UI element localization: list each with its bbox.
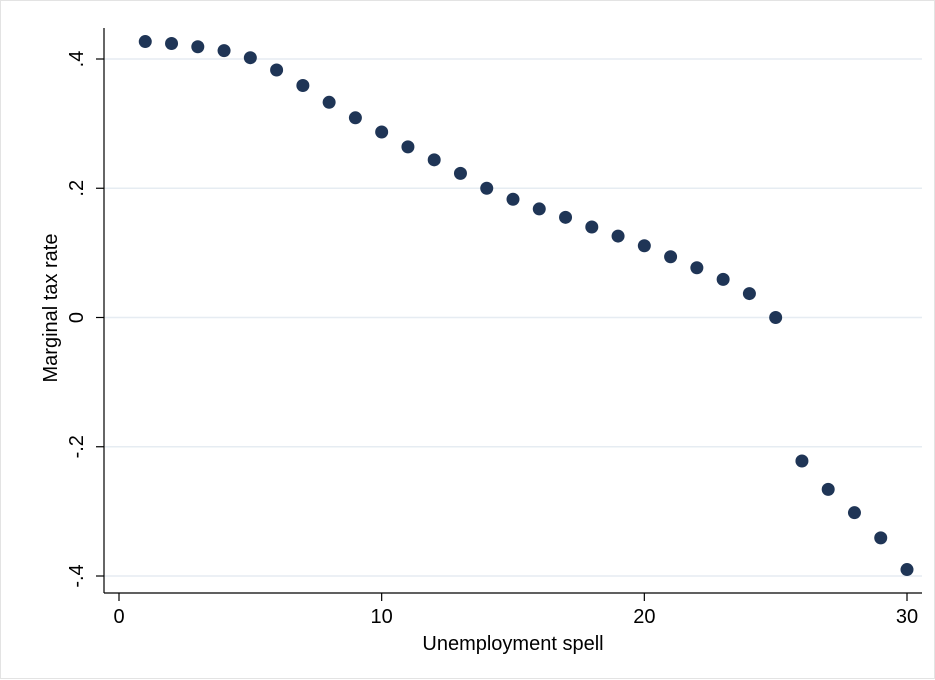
axis-layer xyxy=(103,28,922,594)
data-point xyxy=(322,95,336,109)
data-point xyxy=(243,51,257,65)
grid-layer xyxy=(104,58,922,577)
tick-layer: 0 10 20 30 -.4 -.2 0 .2 .4 xyxy=(66,51,918,628)
data-point xyxy=(296,78,310,92)
data-point xyxy=(506,192,520,206)
y-tick-label: .4 xyxy=(66,51,88,68)
data-point xyxy=(847,506,861,520)
data-point xyxy=(348,111,362,125)
data-point xyxy=(480,181,494,195)
x-tick-label: 10 xyxy=(371,606,393,628)
y-tick-label: .2 xyxy=(66,180,88,197)
x-tick-label: 30 xyxy=(896,606,918,628)
data-point xyxy=(165,36,179,50)
data-point xyxy=(138,35,152,49)
data-point xyxy=(795,454,809,468)
y-tick-label: -.2 xyxy=(66,435,88,458)
data-point xyxy=(690,261,704,275)
data-point xyxy=(217,44,231,58)
data-point xyxy=(532,202,546,216)
data-point xyxy=(769,311,783,324)
data-point xyxy=(585,220,599,234)
x-tick-label: 0 xyxy=(113,606,124,628)
data-point xyxy=(559,210,573,224)
y-axis-title: Marginal tax rate xyxy=(40,234,62,383)
data-point xyxy=(453,166,467,180)
data-point xyxy=(874,531,888,545)
data-point xyxy=(427,153,441,167)
data-point xyxy=(900,563,914,577)
data-point xyxy=(664,250,678,264)
x-tick-label: 20 xyxy=(633,606,655,628)
data-point xyxy=(401,140,415,154)
points-layer xyxy=(138,35,914,577)
y-tick-label: -.4 xyxy=(66,564,88,587)
data-point xyxy=(742,287,756,301)
x-axis-title: Unemployment spell xyxy=(422,633,603,655)
data-point xyxy=(821,482,835,496)
data-point xyxy=(611,229,625,243)
data-point xyxy=(637,239,651,253)
data-point xyxy=(716,272,730,286)
data-point xyxy=(375,125,389,139)
data-point xyxy=(191,40,205,54)
data-point xyxy=(270,63,284,77)
y-tick-label: 0 xyxy=(66,312,88,323)
